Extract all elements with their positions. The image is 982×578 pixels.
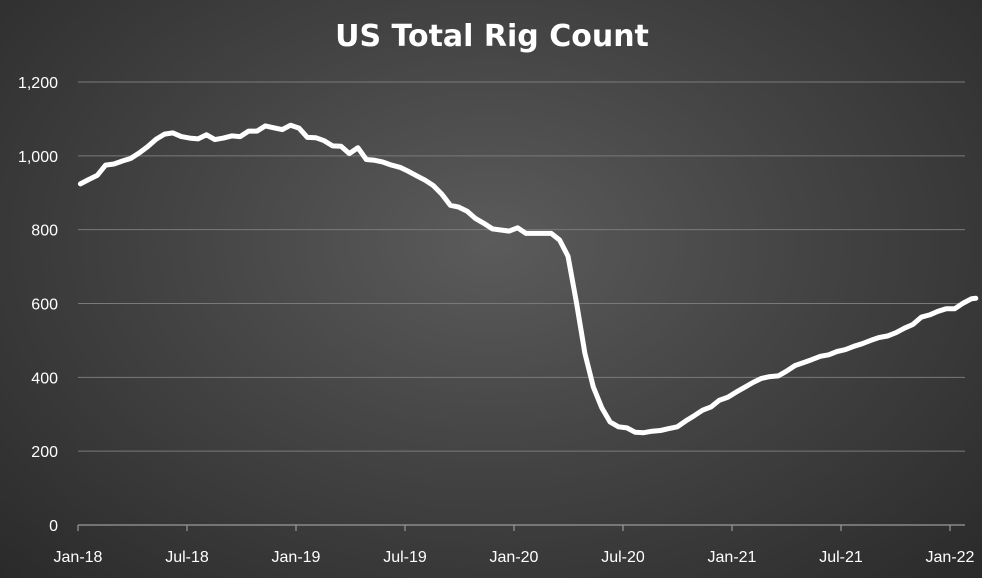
gridlines — [78, 81, 965, 452]
chart-title: US Total Rig Count — [335, 19, 649, 54]
y-tick-label: 1,000 — [18, 149, 58, 166]
y-tick-label: 600 — [31, 297, 58, 314]
y-tick-label: 200 — [31, 444, 58, 461]
x-tick-label: Jul-21 — [819, 549, 863, 566]
x-tick-label: Jan-19 — [272, 549, 321, 566]
y-tick-label: 800 — [31, 223, 58, 240]
x-tick-label: Jul-18 — [165, 549, 209, 566]
x-tick-label: Jan-20 — [490, 549, 539, 566]
x-axis-tick-marks — [77, 525, 951, 531]
y-tick-label: 400 — [31, 370, 58, 387]
series-line-rig-count — [77, 122, 979, 436]
x-tick-label: Jan-22 — [926, 549, 975, 566]
x-tick-label: Jan-18 — [54, 549, 103, 566]
x-tick-label: Jan-21 — [708, 549, 757, 566]
x-tick-label: Jul-19 — [383, 549, 427, 566]
y-axis-tick-labels: 0 200 400 600 800 1,000 1,200 — [18, 75, 58, 535]
x-axis-tick-labels: Jan-18 Jul-18 Jan-19 Jul-19 Jan-20 Jul-20 Jan-… — [54, 549, 975, 566]
y-tick-label: 0 — [49, 518, 58, 535]
y-tick-label: 1,200 — [18, 75, 58, 92]
x-tick-label: Jul-20 — [601, 549, 645, 566]
